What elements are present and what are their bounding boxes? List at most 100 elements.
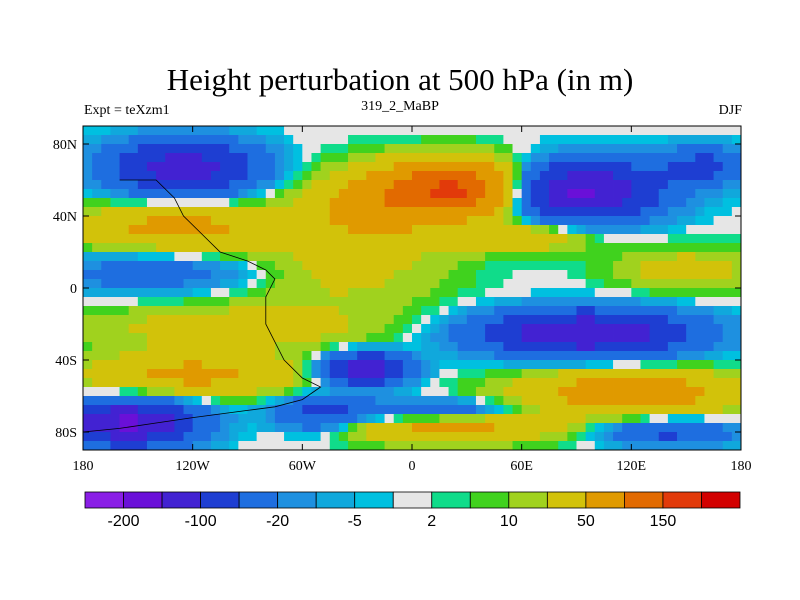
field-cell <box>183 360 194 370</box>
field-cell <box>174 351 184 361</box>
field-cell <box>704 405 714 415</box>
field-cell <box>192 270 203 280</box>
field-cell <box>576 216 587 226</box>
field-cell <box>539 297 550 307</box>
field-cell <box>357 432 367 442</box>
field-cell <box>631 351 641 361</box>
field-cell <box>576 288 587 298</box>
field-cell <box>265 126 276 136</box>
field-cell <box>146 387 157 397</box>
field-cell <box>357 423 367 433</box>
field-cell <box>192 207 203 217</box>
field-cell <box>101 234 111 244</box>
field-cell <box>412 297 422 307</box>
field-cell <box>393 360 404 370</box>
field-cell <box>156 441 166 451</box>
field-cell <box>530 144 541 154</box>
field-cell <box>667 405 678 415</box>
field-cell <box>137 144 148 154</box>
field-cell <box>640 135 651 145</box>
field-cell <box>731 414 742 424</box>
field-cell <box>366 333 376 343</box>
field-cell <box>329 333 340 343</box>
field-cell <box>613 297 623 307</box>
field-cell <box>512 225 523 235</box>
field-cell <box>412 369 422 379</box>
field-cell <box>128 423 139 433</box>
field-cell <box>603 216 614 226</box>
field-cell <box>558 441 568 451</box>
field-cell <box>329 261 340 271</box>
field-cell <box>357 189 367 199</box>
field-cell <box>247 162 258 172</box>
field-cell <box>475 216 486 226</box>
field-cell <box>439 243 449 253</box>
field-cell <box>658 162 669 172</box>
field-cell <box>338 135 349 145</box>
field-cell <box>238 306 248 316</box>
field-cell <box>119 126 130 136</box>
field-cell <box>366 162 376 172</box>
field-cell <box>375 180 385 190</box>
field-cell <box>366 342 376 352</box>
field-cell <box>384 216 395 226</box>
field-cell <box>311 144 322 154</box>
field-cell <box>585 189 596 199</box>
field-cell <box>640 396 651 406</box>
field-cell <box>494 432 504 442</box>
field-cell <box>695 234 705 244</box>
field-cell <box>713 369 724 379</box>
field-cell <box>466 396 477 406</box>
field-cell <box>165 216 175 226</box>
field-cell <box>686 342 696 352</box>
field-cell <box>695 441 705 451</box>
field-cell <box>293 198 303 208</box>
field-cell <box>622 216 632 226</box>
field-cell <box>576 378 587 388</box>
field-cell <box>247 225 258 235</box>
field-cell <box>412 414 422 424</box>
field-cell <box>83 207 93 217</box>
colorbar-box <box>315 491 356 509</box>
field-cell <box>92 162 102 172</box>
field-cell <box>439 351 449 361</box>
field-cell <box>284 315 294 325</box>
field-cell <box>229 441 239 451</box>
field-cell <box>293 432 303 442</box>
field-cell <box>83 252 93 262</box>
field-cell <box>156 234 166 244</box>
field-cell <box>128 135 139 145</box>
field-cell <box>110 342 120 352</box>
field-cell <box>549 189 559 199</box>
field-cell <box>457 441 468 451</box>
field-cell <box>466 153 477 163</box>
field-cell <box>667 279 678 289</box>
field-cell <box>128 333 139 343</box>
field-cell <box>695 324 705 334</box>
field-cell <box>475 126 486 136</box>
field-cell <box>613 288 623 298</box>
field-cell <box>466 333 477 343</box>
field-cell <box>311 432 322 442</box>
field-cell <box>311 306 322 316</box>
field-cell <box>247 441 258 451</box>
field-cell <box>210 144 221 154</box>
field-cell <box>649 342 660 352</box>
field-cell <box>521 216 532 226</box>
field-cell <box>320 144 331 154</box>
field-cell <box>430 324 440 334</box>
field-cell <box>119 315 130 325</box>
field-cell <box>594 342 605 352</box>
field-cell <box>421 414 431 424</box>
field-cell <box>156 252 166 262</box>
field-cell <box>201 261 212 271</box>
field-cell <box>393 234 404 244</box>
field-cell <box>539 369 550 379</box>
field-cell <box>485 333 495 343</box>
field-cell <box>539 324 550 334</box>
field-cell <box>439 333 449 343</box>
field-cell <box>156 261 166 271</box>
field-cell <box>348 153 358 163</box>
field-cell <box>348 423 358 433</box>
field-cell <box>613 360 623 370</box>
